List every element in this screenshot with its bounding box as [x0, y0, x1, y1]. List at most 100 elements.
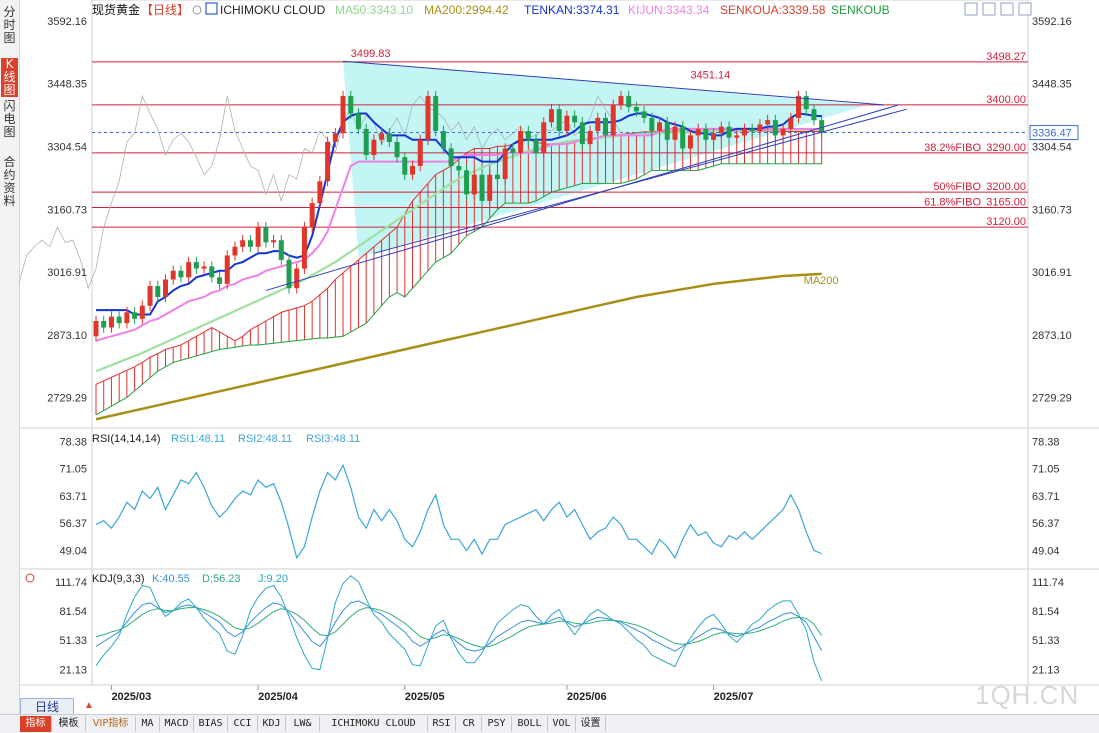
indicator-tab-14[interactable]: VOL [548, 716, 576, 732]
candle-body [224, 255, 230, 284]
y-tick-right: 2729.29 [1032, 393, 1072, 405]
candle-body [687, 135, 693, 149]
indicator-tab-1[interactable]: 模板 [52, 716, 86, 732]
indicator-tab-5[interactable]: BIAS [194, 716, 228, 732]
candle-body [201, 266, 207, 269]
candle-body [448, 148, 454, 166]
sidebar-tab-2[interactable]: 闪电图 [3, 99, 16, 139]
kdj-settings-icon[interactable] [25, 573, 35, 583]
rsi-y-tick-left: 78.38 [59, 436, 87, 448]
candle-body [402, 157, 408, 175]
x-tick-label: 2025/06 [567, 691, 607, 703]
candle-body [657, 122, 663, 132]
ma50-legend: MA50:3343.10 [335, 3, 413, 17]
kdj-k-line [95, 600, 823, 652]
candle-body [209, 266, 215, 278]
expand-up-icon[interactable]: ▲ [84, 700, 94, 711]
candle-body [363, 128, 369, 156]
indicator-tabbar: 指标 模板 VIP指标 MA MACD BIAS CCI KDJ LW& ICHIMOKU CLO… [0, 700, 1099, 733]
candle-body [711, 133, 717, 140]
indicator-tab-12[interactable]: PSY [482, 716, 512, 732]
candle-body [162, 279, 168, 297]
sidebar-tab-1[interactable]: K线图 [1, 58, 18, 97]
sidebar-tab-3[interactable]: 合约资料 [3, 155, 16, 208]
kdj-y-tick-left: 81.54 [59, 606, 87, 618]
price-level-value: 3120.00 [986, 216, 1026, 228]
candle-body [572, 115, 578, 123]
period-tab[interactable]: 日线 [20, 698, 74, 716]
candle-body [749, 128, 755, 132]
watermark: 1QH.CN [975, 680, 1080, 710]
candle-body [247, 240, 253, 247]
chart-svg[interactable]: 3498.27 3400.00 3290.00 38.2%FIBO 3200.00 50%… [0, 0, 1099, 714]
sidebar-tab-0[interactable]: 分时图 [3, 5, 16, 45]
indicator-tab-11[interactable]: CR [456, 716, 482, 732]
candle-body [726, 126, 732, 138]
candle-body [525, 131, 531, 140]
candle-body [788, 117, 794, 129]
x-tick-label: 2025/03 [111, 691, 151, 703]
y-tick-right: 3304.54 [1032, 142, 1072, 154]
candle-body [425, 96, 431, 140]
indicator-tab-10[interactable]: RSI [428, 716, 456, 732]
indicator-tab-9[interactable]: ICHIMOKU CLOUD [320, 716, 428, 732]
kdj-k-legend: K:40.55 [152, 573, 190, 585]
y-tick-left: 2729.29 [47, 393, 87, 405]
fullscreen-icon[interactable] [964, 2, 978, 16]
kdj-y-tick-right: 21.13 [1032, 664, 1060, 676]
indicator-tab-13[interactable]: BOLL [512, 716, 548, 732]
kdj-y-tick-left: 111.74 [55, 577, 87, 589]
y-tick-left: 2873.10 [47, 330, 87, 342]
y-tick-right: 3592.16 [1032, 16, 1072, 28]
candle-body [695, 128, 701, 136]
candle-body [278, 240, 284, 260]
ma200-label: MA200 [804, 275, 839, 287]
y-tick-right: 3160.73 [1032, 204, 1072, 216]
indicator-tab-8[interactable]: LW& [286, 716, 320, 732]
x-tick-label: 2025/04 [258, 691, 299, 703]
y-tick-left: 3592.16 [47, 16, 87, 28]
main-panel-frame [91, 0, 1029, 429]
candle-body [533, 139, 539, 153]
settings-icon[interactable] [192, 5, 202, 15]
price-level-value: 3165.00 [986, 196, 1026, 208]
indicator-tab-15[interactable]: 设置 [576, 716, 606, 732]
grid-icon[interactable] [982, 2, 996, 16]
candle-body [255, 227, 261, 247]
candle-body [548, 109, 554, 123]
candle-body [317, 181, 323, 204]
candle-body [132, 312, 138, 319]
close-icon[interactable] [1018, 2, 1032, 16]
candle-body [178, 270, 184, 278]
candle-body [641, 111, 647, 118]
ma200-line [95, 272, 822, 421]
candle-body [803, 96, 809, 110]
candle-body [301, 227, 307, 269]
candle-body [626, 96, 632, 107]
x-tick-label: 2025/05 [405, 691, 445, 703]
candle-body [286, 259, 292, 289]
indicator-tab-2[interactable]: VIP指标 [86, 716, 136, 732]
rsi-y-tick-left: 49.04 [59, 545, 87, 557]
rsi3-legend: RSI3:48.11 [306, 433, 360, 445]
minimize-icon[interactable] [1000, 2, 1014, 16]
indicator-tab-6[interactable]: CCI [228, 716, 258, 732]
rsi-panel-frame [91, 427, 1029, 570]
indicator-tab-4[interactable]: MACD [160, 716, 194, 732]
rsi-y-tick-right: 78.38 [1032, 436, 1060, 448]
last-price-tag [1029, 125, 1079, 141]
kdj-y-tick-left: 21.13 [59, 664, 87, 676]
trend-line-upper [373, 108, 907, 254]
kdj-y-tick-left: 51.33 [59, 635, 87, 647]
candle-body [772, 120, 778, 136]
indicator-tab-7[interactable]: KDJ [258, 716, 286, 732]
candle-body [386, 133, 392, 142]
indicator-tab-0[interactable]: 指标 [20, 716, 52, 732]
candle-body [108, 316, 114, 328]
rsi2-legend: RSI2:48.11 [238, 433, 292, 445]
y-tick-right: 3016.91 [1032, 267, 1072, 279]
rsi-y-tick-right: 49.04 [1032, 545, 1060, 557]
indicator-tab-3[interactable]: MA [136, 716, 160, 732]
indicator-icon[interactable] [205, 2, 218, 15]
